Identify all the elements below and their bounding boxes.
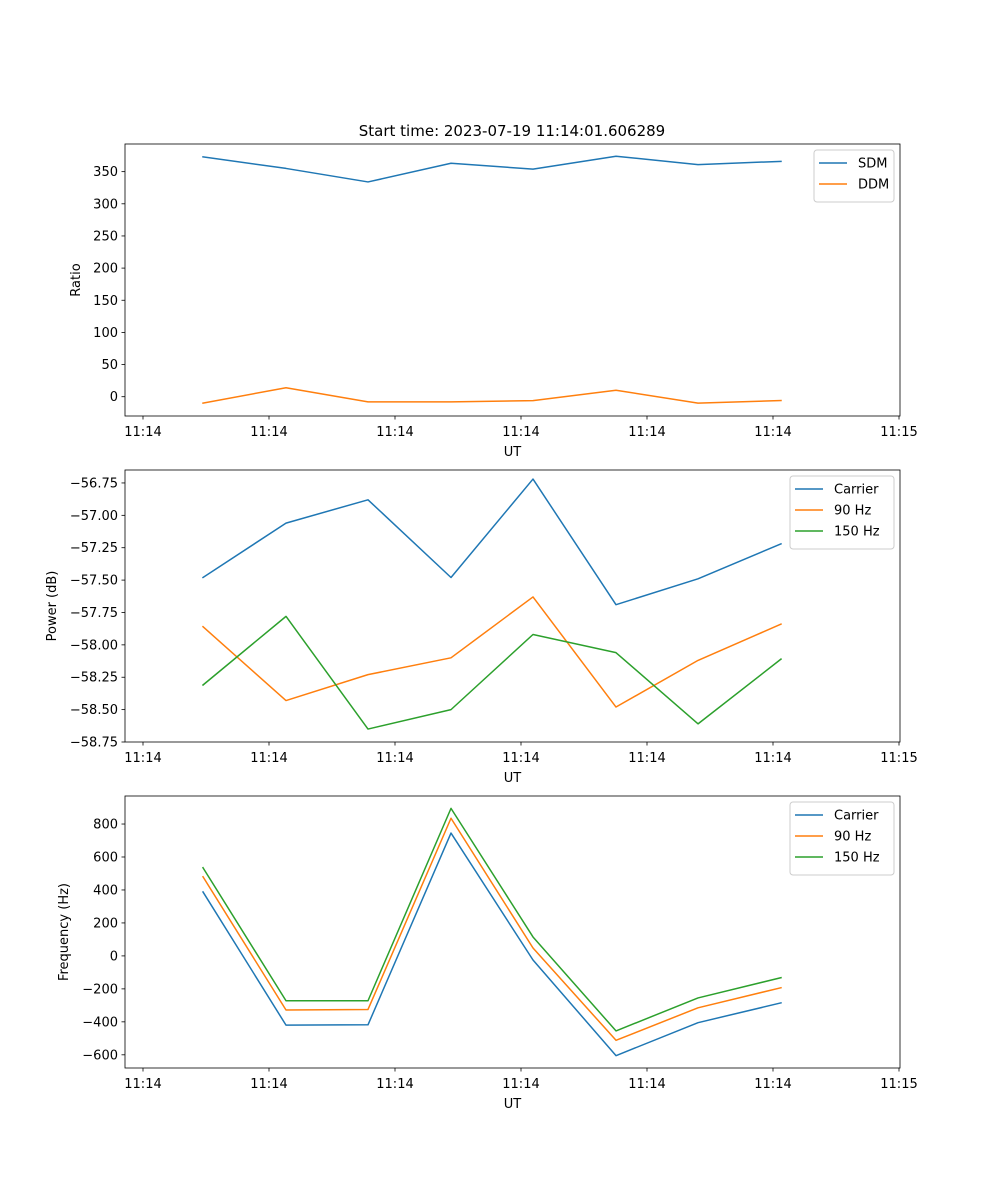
y-tick-label: 0: [110, 949, 118, 964]
subplot-2: −58.75 −58.50 −58.25 −58.00 −57.75 −57.50 −57.…: [45, 469, 918, 786]
y-tick-label: −57.50: [70, 574, 118, 589]
chart-title: Start time: 2023-07-19 11:14:01.606289: [359, 122, 665, 140]
y-tick-label: 150: [93, 294, 118, 309]
x-tick-label: 11:14: [250, 1077, 287, 1092]
y-tick-label: −56.75: [70, 476, 118, 491]
axes-frame: [124, 143, 901, 417]
x-tick-label: 11:14: [502, 425, 539, 440]
x-tick-label: 11:14: [124, 425, 161, 440]
series-line-carrier: [201, 832, 782, 1057]
x-axis-label: UT: [504, 1097, 522, 1112]
legend: Carrier 90 Hz 150 Hz: [789, 475, 895, 550]
y-axis-label: Frequency (Hz): [57, 883, 72, 981]
axes-frame: [124, 469, 901, 743]
x-tick-label: 11:14: [376, 751, 413, 766]
x-tick-label: 11:15: [880, 1077, 917, 1092]
series-line-ddm: [202, 386, 782, 405]
y-tick-label: 300: [93, 197, 118, 212]
y-tick-label: −57.00: [70, 509, 118, 524]
x-tick-label: 11:14: [628, 425, 665, 440]
legend-label: Carrier: [834, 809, 879, 824]
y-tick-label: −400: [82, 1015, 118, 1030]
legend-label: 150 Hz: [834, 851, 880, 866]
y-tick-label: 800: [93, 818, 118, 833]
legend-label: DDM: [858, 178, 889, 193]
series-line-150-hz: [201, 807, 782, 1032]
x-tick-label: 11:15: [880, 425, 917, 440]
legend-label: Carrier: [834, 483, 879, 498]
legend-label: 90 Hz: [834, 830, 871, 845]
y-tick-label: −58.75: [70, 736, 118, 751]
y-tick-label: −58.00: [70, 638, 118, 653]
x-tick-label: 11:14: [250, 425, 287, 440]
axes-frame: [124, 795, 901, 1069]
y-tick-label: −200: [82, 982, 118, 997]
y-tick-label: 400: [93, 883, 118, 898]
x-axis-label: UT: [504, 771, 522, 786]
x-tick-label: 11:14: [754, 751, 791, 766]
y-tick-label: 0: [110, 390, 118, 405]
series-line-90-hz: [201, 596, 782, 708]
series-line-sdm: [202, 155, 782, 183]
x-tick-label: 11:15: [880, 751, 917, 766]
series-line-150-hz: [201, 615, 783, 730]
x-tick-label: 11:14: [628, 1077, 665, 1092]
subplot-3: −600 −400 −200 0 200 400 600 800 11:14 11:14 11:14…: [57, 795, 918, 1112]
x-tick-label: 11:14: [628, 751, 665, 766]
legend-label: SDM: [858, 157, 887, 172]
legend-label: 90 Hz: [834, 504, 871, 519]
x-tick-label: 11:14: [376, 425, 413, 440]
y-tick-label: 350: [93, 165, 118, 180]
series-line-90-hz: [201, 817, 782, 1042]
y-tick-label: −58.50: [70, 703, 118, 718]
x-tick-label: 11:14: [502, 1077, 539, 1092]
y-tick-label: 200: [93, 916, 118, 931]
y-tick-label: 50: [101, 358, 118, 373]
x-axis-label: UT: [504, 445, 522, 460]
subplot-1: 0 50 100 150 200 250 300 350 11:14 11:14 11:14 11:1…: [69, 143, 918, 460]
x-tick-label: 11:14: [124, 1077, 161, 1092]
legend: SDM DDM: [813, 149, 895, 203]
legend: Carrier 90 Hz 150 Hz: [789, 801, 895, 876]
y-axis-label: Power (dB): [45, 571, 60, 642]
y-tick-label: 250: [93, 229, 118, 244]
x-tick-label: 11:14: [250, 751, 287, 766]
x-tick-label: 11:14: [124, 751, 161, 766]
y-tick-label: −600: [82, 1048, 118, 1063]
y-tick-label: −57.25: [70, 541, 118, 556]
x-tick-label: 11:14: [754, 425, 791, 440]
y-axis-label: Ratio: [69, 263, 84, 296]
x-tick-label: 11:14: [754, 1077, 791, 1092]
y-tick-label: −58.25: [70, 671, 118, 686]
y-tick-label: 600: [93, 850, 118, 865]
y-tick-label: 200: [93, 262, 118, 277]
x-tick-label: 11:14: [502, 751, 539, 766]
y-tick-label: −57.75: [70, 606, 118, 621]
series-line-carrier: [201, 478, 782, 606]
plots-container: 0 50 100 150 200 250 300 350 11:14 11:14 11:14 11:1…: [45, 143, 918, 1112]
legend-label: 150 Hz: [834, 525, 880, 540]
y-tick-label: 100: [93, 326, 118, 341]
x-tick-label: 11:14: [376, 1077, 413, 1092]
